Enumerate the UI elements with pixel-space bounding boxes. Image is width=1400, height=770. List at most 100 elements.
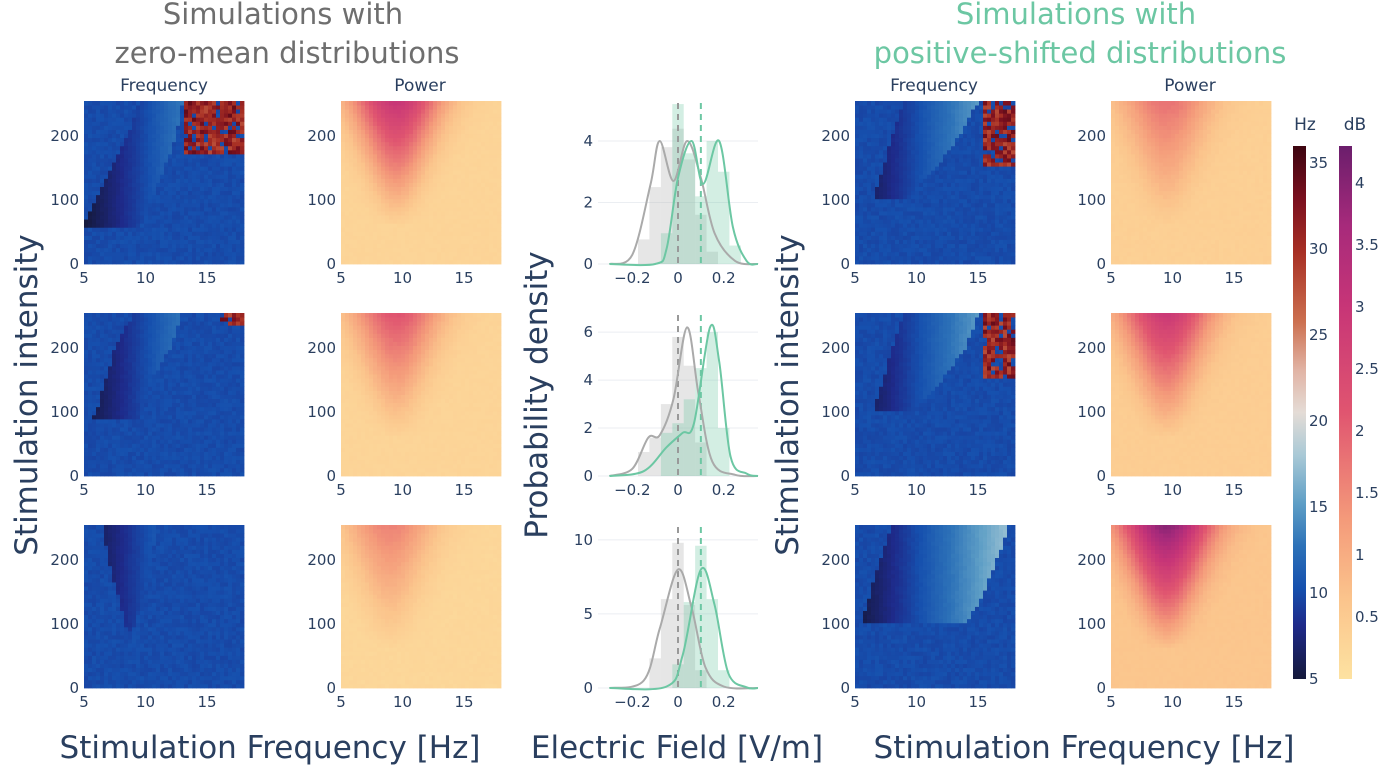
heatmap-cell — [200, 586, 205, 591]
heatmap-cell — [220, 427, 225, 432]
heatmap-cell — [160, 349, 165, 355]
heatmap-cell — [160, 663, 165, 669]
heatmap-cell — [136, 655, 141, 660]
heatmap-cell — [96, 459, 101, 465]
heatmap-cell — [104, 231, 109, 236]
heatmap-cell — [240, 251, 245, 257]
heatmap-cell — [176, 357, 181, 363]
heatmap-cell — [184, 361, 189, 367]
heatmap-cell — [100, 386, 105, 391]
heatmap-cell — [176, 679, 181, 685]
heatmap-cell — [144, 166, 149, 171]
heatmap-cell — [104, 361, 109, 367]
heatmap-cell — [156, 121, 161, 126]
heatmap-cell — [184, 345, 189, 351]
heatmap-cell — [160, 231, 165, 236]
heatmap-cell — [228, 137, 233, 143]
heatmap-cell — [176, 663, 181, 669]
heatmap-cell — [148, 206, 153, 212]
heatmap-cell — [192, 149, 197, 155]
heatmap-cell — [236, 545, 241, 550]
heatmap-cell — [112, 145, 117, 151]
heatmap-cell — [136, 557, 141, 563]
heatmap-cell — [208, 227, 213, 232]
heatmap-cell — [228, 626, 233, 632]
heatmap-cell — [132, 317, 137, 322]
heatmap-cell — [96, 382, 101, 387]
heatmap-cell — [132, 370, 137, 375]
heatmap-cell — [160, 247, 165, 253]
heatmap-cell — [212, 117, 217, 122]
heatmap-cell — [240, 671, 245, 677]
heatmap-cell — [216, 577, 221, 583]
heatmap-cell — [96, 378, 101, 383]
heatmap-cell — [176, 361, 181, 367]
heatmap-cell — [116, 357, 121, 363]
heatmap-cell — [176, 553, 181, 558]
heatmap-cell — [96, 341, 101, 346]
heatmap-cell — [192, 227, 197, 232]
heatmap-cell — [188, 606, 193, 611]
heatmap-cell — [120, 117, 125, 122]
heatmap-cell — [176, 101, 181, 106]
heatmap-cell — [353, 101, 358, 106]
heatmap-cell — [152, 582, 157, 587]
heatmap-cell — [168, 190, 173, 196]
heatmap-cell — [216, 529, 221, 534]
heatmap-cell — [196, 243, 201, 249]
heatmap-cell — [104, 170, 109, 175]
heatmap-cell — [84, 313, 89, 318]
heatmap-cell — [156, 443, 161, 448]
heatmap-cell — [88, 190, 93, 196]
heatmap-cell — [200, 390, 205, 395]
heatmap-cell — [112, 162, 117, 167]
heatmap-cell — [140, 639, 145, 644]
heatmap-cell — [108, 541, 113, 546]
heatmap-cell — [96, 145, 101, 151]
heatmap-cell — [112, 129, 117, 135]
heatmap-cell — [120, 598, 125, 603]
heatmap-cell — [188, 402, 193, 408]
heatmap-cell — [200, 651, 205, 656]
heatmap-cell — [164, 125, 169, 130]
heatmap-cell — [84, 447, 89, 452]
heatmap-cell — [168, 166, 173, 171]
heatmap-cell — [220, 374, 225, 379]
heatmap-cell — [180, 643, 185, 648]
heatmap-cell — [160, 365, 165, 371]
heatmap-cell — [216, 683, 221, 689]
heatmap-cell — [128, 121, 133, 126]
heatmap-cell — [196, 174, 201, 179]
heatmap-cell — [136, 561, 141, 567]
heatmap-cell — [124, 565, 129, 571]
heatmap-cell — [124, 569, 129, 575]
heatmap-cell — [84, 325, 89, 330]
heatmap-cell — [148, 590, 153, 595]
heatmap-cell — [208, 635, 213, 640]
heatmap-cell — [349, 239, 354, 245]
heatmap-cell — [148, 565, 153, 571]
heatmap-cell — [128, 459, 133, 465]
heatmap-cell — [100, 313, 105, 318]
heatmap-cell — [140, 418, 145, 424]
heatmap-cell — [128, 349, 133, 355]
heatmap-cell — [124, 525, 129, 530]
heatmap-cell — [164, 166, 169, 171]
heatmap-cell — [116, 663, 121, 669]
heatmap-cell — [136, 598, 141, 603]
heatmap-cell — [168, 129, 173, 135]
heatmap-cell — [216, 667, 221, 673]
heatmap-cell — [104, 125, 109, 130]
heatmap-cell — [224, 145, 229, 151]
heatmap-cell — [128, 447, 133, 452]
heatmap-cell — [132, 255, 137, 261]
heatmap-cell — [196, 121, 201, 126]
heatmap-cell — [156, 553, 161, 558]
heatmap-cell — [132, 635, 137, 640]
heatmap-cell — [152, 353, 157, 359]
heatmap-cell — [236, 414, 241, 420]
heatmap-cell — [172, 549, 177, 554]
heatmap-cell — [196, 622, 201, 628]
heatmap-cell — [156, 105, 161, 110]
heatmap-cell — [160, 101, 165, 106]
